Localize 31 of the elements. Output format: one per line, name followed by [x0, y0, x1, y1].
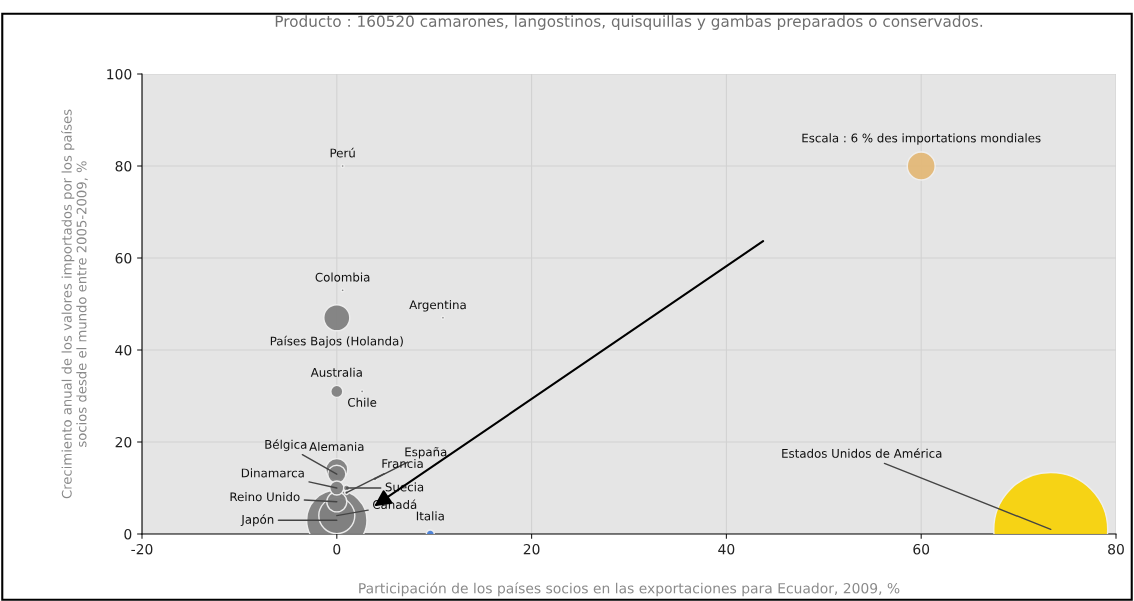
x-tick-label: 60: [913, 543, 930, 555]
annotation: Argentina: [409, 300, 466, 312]
annotation: Chile: [348, 397, 377, 407]
y-axis-title: Crecimiento anual de los valores importados por los países socios desde el mundo entre 2005-2009, %: [61, 109, 88, 499]
x-tick-label: 80: [1108, 543, 1124, 555]
x-tick-label: -20: [131, 543, 153, 555]
chart-title: Producto : 160520 camarones, langostinos, quisquillas y gambas preparados o conservados.: [275, 15, 983, 30]
annotation: Reino Unido: [230, 492, 300, 502]
annotation: Francia: [382, 458, 423, 469]
annotation: Estados Unidos de América: [782, 448, 942, 458]
annotation: Bélgica: [265, 439, 307, 452]
annotation: Australia: [310, 367, 362, 377]
y-tick-label: 60: [115, 252, 132, 264]
x-tick-label: 20: [523, 543, 540, 555]
x-tick-label: 0: [333, 543, 341, 555]
x-tick-label: 40: [718, 543, 735, 555]
annotation: Colombia: [315, 272, 370, 282]
annotation: Perú: [330, 147, 355, 158]
annotation: España: [405, 446, 447, 459]
annotation: Japón: [240, 514, 274, 527]
y-tick-label: 80: [115, 160, 132, 172]
y-tick-label: 40: [115, 344, 132, 356]
annotation: Países Bajos (Holanda): [270, 335, 403, 348]
y-tick-label: 0: [124, 528, 132, 540]
annotation: Italia: [416, 511, 444, 521]
x-axis-title: Participación de los países socios en las exportaciones para Ecuador, 2009, %: [359, 582, 900, 597]
annotation: Dinamarca: [241, 468, 304, 478]
y-tick-label: 100: [107, 68, 132, 80]
y-tick-label: 20: [115, 436, 132, 448]
annotation: Alemania: [309, 441, 364, 452]
annotation: Escala : 6 % des importations mondiales: [802, 133, 1041, 145]
